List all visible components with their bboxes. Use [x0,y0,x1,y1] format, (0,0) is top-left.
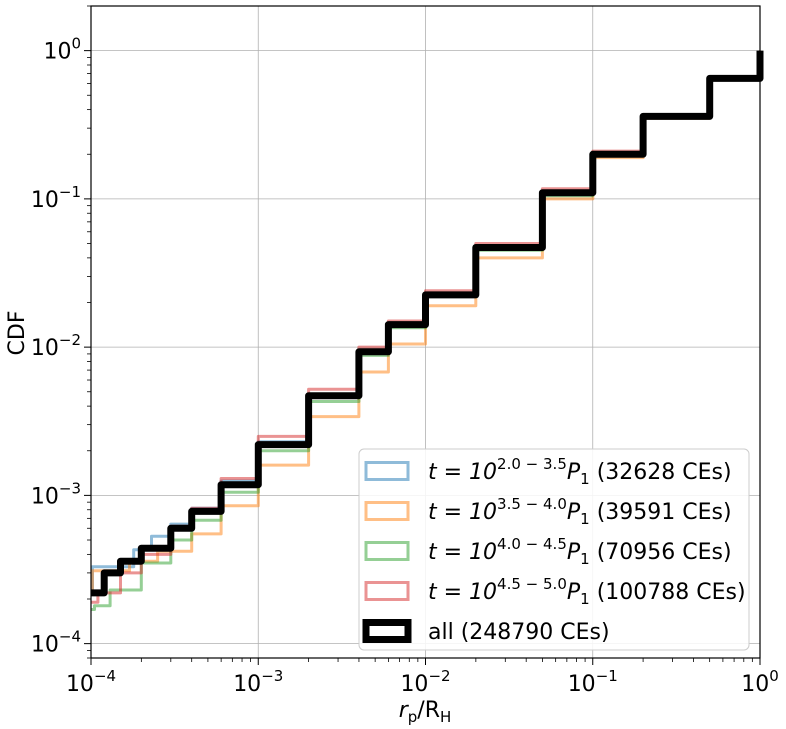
x-axis-label: rp/RH [399,698,452,726]
legend-swatch-1 [364,501,410,521]
series-layer [90,50,764,611]
y-tick-label-0: 10−4 [31,628,81,658]
x-tick-label-3: 10−1 [568,667,618,697]
legend-swatch-3 [364,581,410,601]
y-axis-label: CDF [5,311,30,356]
x-tick-label-4: 100 [741,667,779,697]
y-tick-label-3: 10−1 [31,183,81,213]
x-tick-label-0: 10−4 [66,667,116,697]
tick-labels: 10−4 10−3 10−2 10−1 100 10−4 10−3 10−2 10−1 100 [31,35,779,697]
legend-swatch-4 [362,619,412,643]
legend-label-2: t = 104.0 − 4.5P1 (70956 CEs) [428,535,732,568]
legend-label-4: all (248790 CEs) [428,620,610,645]
x-tick-label-2: 10−2 [400,667,450,697]
legend-label-0: t = 102.0 − 3.5P1 (32628 CEs) [428,455,732,488]
legend-label-1: t = 103.5 − 4.0P1 (39591 CEs) [428,495,732,528]
legend-swatch-0 [364,461,410,481]
tick-marks [84,5,761,665]
y-tick-label-1: 10−3 [31,479,81,509]
series-line-4 [91,50,764,597]
x-tick-label-1: 10−3 [233,667,283,697]
legend-label-3: t = 104.5 − 5.0P1 (100788 CEs) [428,575,746,608]
legend-box [358,448,750,651]
legend: t = 102.0 − 3.5P1 (32628 CEs) t = 103.5 −… [358,448,750,651]
legend-swatch-2 [364,541,410,561]
y-tick-label-2: 10−2 [31,331,81,361]
y-tick-label-4: 100 [43,35,81,65]
